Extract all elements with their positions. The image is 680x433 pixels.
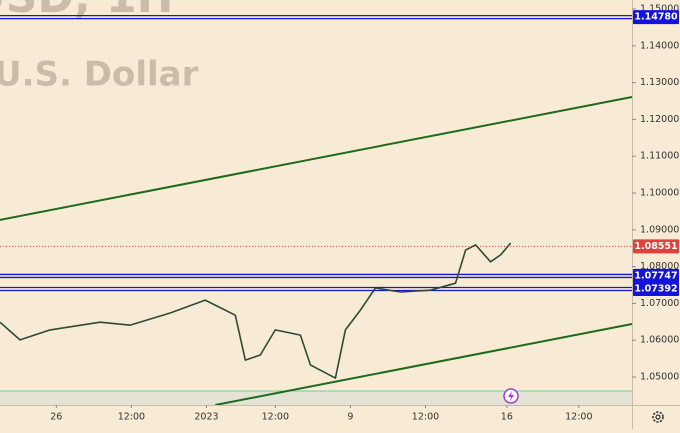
price-label-box <box>633 282 679 297</box>
price-label-box <box>633 268 679 283</box>
gear-inner[interactable] <box>655 414 661 420</box>
watermark-name: U.S. Dollar <box>0 55 199 95</box>
y-tick-label: 1.06000 <box>640 335 679 346</box>
x-tick-label: 12:00 <box>262 412 289 423</box>
y-tick-label: 1.05000 <box>640 372 679 383</box>
y-tick-label: 1.10000 <box>640 188 679 199</box>
x-tick-label: 26 <box>50 412 62 423</box>
y-tick-label: 1.09000 <box>640 224 679 235</box>
x-tick-label: 2023 <box>194 412 218 423</box>
price-label: 1.07747 <box>634 270 677 281</box>
trend-line <box>0 95 633 221</box>
y-tick-label: 1.08000 <box>640 261 679 272</box>
watermark-symbol: USD, 1H <box>0 0 173 23</box>
y-tick-label: 1.13000 <box>640 77 679 88</box>
price-label: 1.08551 <box>634 241 677 252</box>
settings-icon[interactable] <box>652 411 664 423</box>
price-label-box <box>633 10 679 25</box>
y-tick-label: 1.14000 <box>640 40 679 51</box>
y-tick-label: 1.07000 <box>640 298 679 309</box>
x-tick-label: 16 <box>501 412 513 423</box>
alert-icon[interactable] <box>503 388 519 404</box>
price-label-box <box>633 239 679 254</box>
alert-bolt[interactable] <box>508 391 514 401</box>
x-tick-label: 12:00 <box>118 412 145 423</box>
x-tick-label: 12:00 <box>565 412 592 423</box>
x-tick-label: 12:00 <box>412 412 439 423</box>
plot <box>0 14 633 406</box>
trend-line <box>215 323 633 406</box>
y-tick-label: 1.11000 <box>640 151 679 162</box>
y-tick-label: 1.12000 <box>640 114 679 125</box>
x-tick-label: 9 <box>347 412 353 423</box>
price-label: 1.14780 <box>634 12 678 23</box>
price-label: 1.07392 <box>634 284 677 295</box>
gear-outer[interactable] <box>652 411 664 423</box>
y-tick-label: 1.15000 <box>640 4 679 15</box>
floor-band <box>0 391 632 405</box>
price-series <box>0 242 512 379</box>
